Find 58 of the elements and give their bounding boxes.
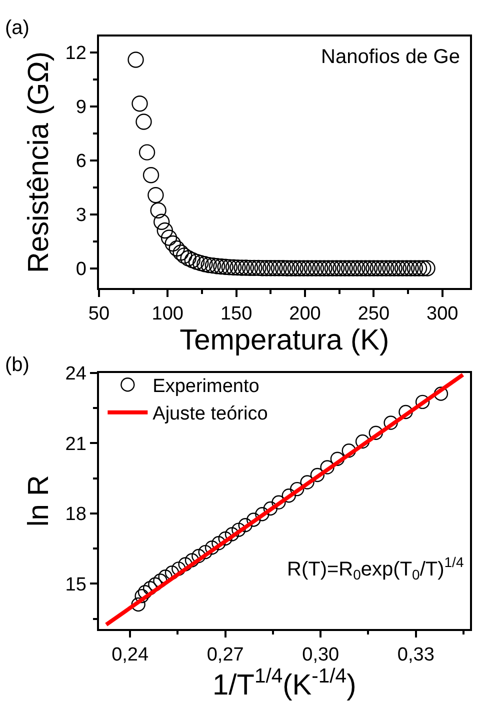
x-tick-label: 250 — [358, 304, 390, 325]
point — [255, 507, 270, 522]
x-axis-title: 1/T$^{1/4}$(K$^{-1/4}$) — [212, 665, 356, 702]
point — [192, 548, 206, 564]
point — [282, 488, 296, 503]
y-tick-label: 18 — [65, 504, 86, 526]
x-tick-label: 100 — [152, 304, 184, 325]
point — [355, 434, 370, 449]
x-tick-label: 0,33 — [397, 644, 434, 666]
x-tick-label: 300 — [426, 304, 458, 325]
y-tick-label: 3 — [76, 204, 86, 226]
point — [398, 404, 413, 420]
y-tick-label: 12 — [65, 43, 86, 64]
point — [138, 585, 152, 600]
point — [434, 386, 448, 401]
point — [384, 416, 398, 430]
x-tick-label: 50 — [88, 304, 110, 325]
point — [218, 531, 232, 546]
y-tick-label: 6 — [76, 151, 86, 172]
y-axis-title: ln R — [23, 475, 56, 527]
point — [131, 597, 146, 612]
x-tick-label: 0,27 — [206, 644, 244, 666]
legend-label: Experimento — [152, 376, 260, 398]
point — [198, 544, 212, 560]
annotation: R(T)=R$_{0}$exp(T$_{0}$/T)$^{1/4}$ — [287, 554, 464, 583]
point — [232, 522, 246, 537]
y-tick-label: 15 — [65, 574, 86, 596]
point — [263, 501, 278, 516]
point — [272, 495, 286, 510]
point — [368, 426, 383, 440]
point — [330, 452, 345, 466]
annotation: Nanofios de Ge — [321, 46, 460, 68]
point — [290, 482, 304, 496]
point — [184, 553, 200, 568]
point — [246, 512, 261, 527]
point — [204, 540, 220, 555]
y-axis-title: Resistência (GΩ) — [23, 51, 56, 273]
legend-label: Ajuste teórico — [152, 404, 268, 425]
y-tick-label: 24 — [65, 364, 87, 385]
x-tick-label: 0,24 — [112, 644, 149, 666]
x-tick-label: 150 — [220, 304, 252, 325]
y-tick-label: 21 — [65, 434, 86, 455]
point — [310, 468, 325, 482]
x-tick-label: 200 — [289, 304, 321, 325]
text: (b) — [5, 354, 30, 376]
point — [300, 475, 314, 490]
y-tick-label: 9 — [76, 97, 86, 118]
text: (a) — [5, 17, 30, 39]
point — [320, 460, 334, 474]
point — [238, 518, 252, 532]
point — [134, 588, 149, 604]
point — [415, 394, 430, 410]
x-axis-title: Temperatura (K) — [180, 324, 390, 357]
point — [224, 527, 240, 542]
x-tick-label: 0,30 — [302, 644, 340, 666]
point — [212, 536, 226, 550]
y-tick-label: 0 — [76, 258, 86, 280]
point — [342, 444, 356, 458]
